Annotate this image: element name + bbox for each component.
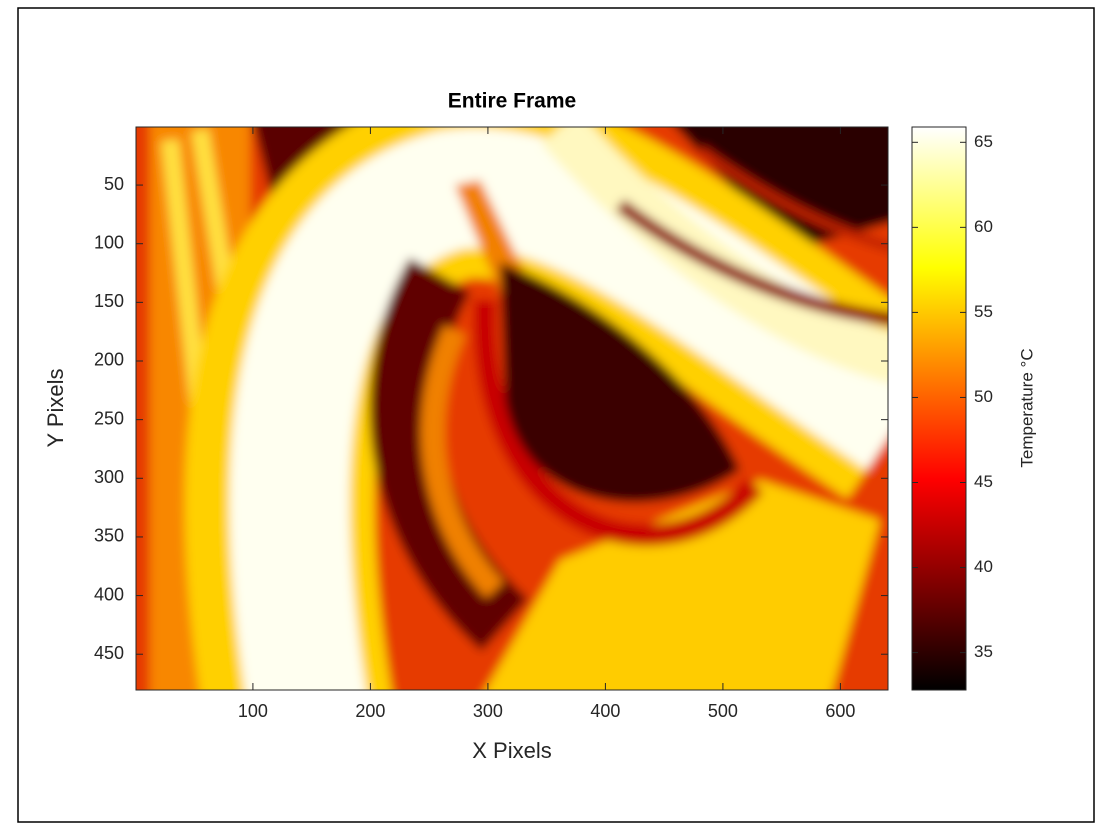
colorbar-tick-label: 35 (974, 642, 993, 661)
x-tick-label: 600 (825, 701, 855, 721)
y-tick-label: 350 (94, 526, 124, 546)
colorbar-tick-label: 60 (974, 217, 993, 236)
colorbar-tick-label: 50 (974, 387, 993, 406)
x-tick-label: 500 (708, 701, 738, 721)
y-tick-label: 200 (94, 350, 124, 370)
x-tick-label: 100 (238, 701, 268, 721)
colorbar-tick-label: 45 (974, 472, 993, 491)
y-axis-label: Y Pixels (43, 368, 68, 447)
y-tick-label: 300 (94, 467, 124, 487)
colorbar-tick-label: 40 (974, 557, 993, 576)
y-tick-label: 400 (94, 584, 124, 604)
heatmap-image (120, 110, 910, 720)
y-tick-label: 250 (94, 408, 124, 428)
y-tick-label: 450 (94, 643, 124, 663)
x-tick-label: 200 (355, 701, 385, 721)
colorbar-tick-label: 65 (974, 132, 993, 151)
x-axis-label: X Pixels (472, 738, 551, 763)
colorbar-tick-label: 55 (974, 302, 993, 321)
y-tick-label: 50 (104, 174, 124, 194)
y-tick-label: 150 (94, 291, 124, 311)
body: Entire Frame X Pixels Y Pixels Temperatu… (0, 0, 1105, 832)
chart: Entire Frame X Pixels Y Pixels Temperatu… (0, 0, 1105, 832)
page: {"chart_data": {"type": "heatmap", "titl… (0, 0, 1105, 832)
colorbar-label: Temperature °C (1017, 348, 1036, 467)
x-tick-label: 400 (590, 701, 620, 721)
chart-title: Entire Frame (448, 90, 576, 113)
y-tick-label: 100 (94, 232, 124, 252)
x-tick-label: 300 (473, 701, 503, 721)
colorbar (912, 127, 966, 690)
